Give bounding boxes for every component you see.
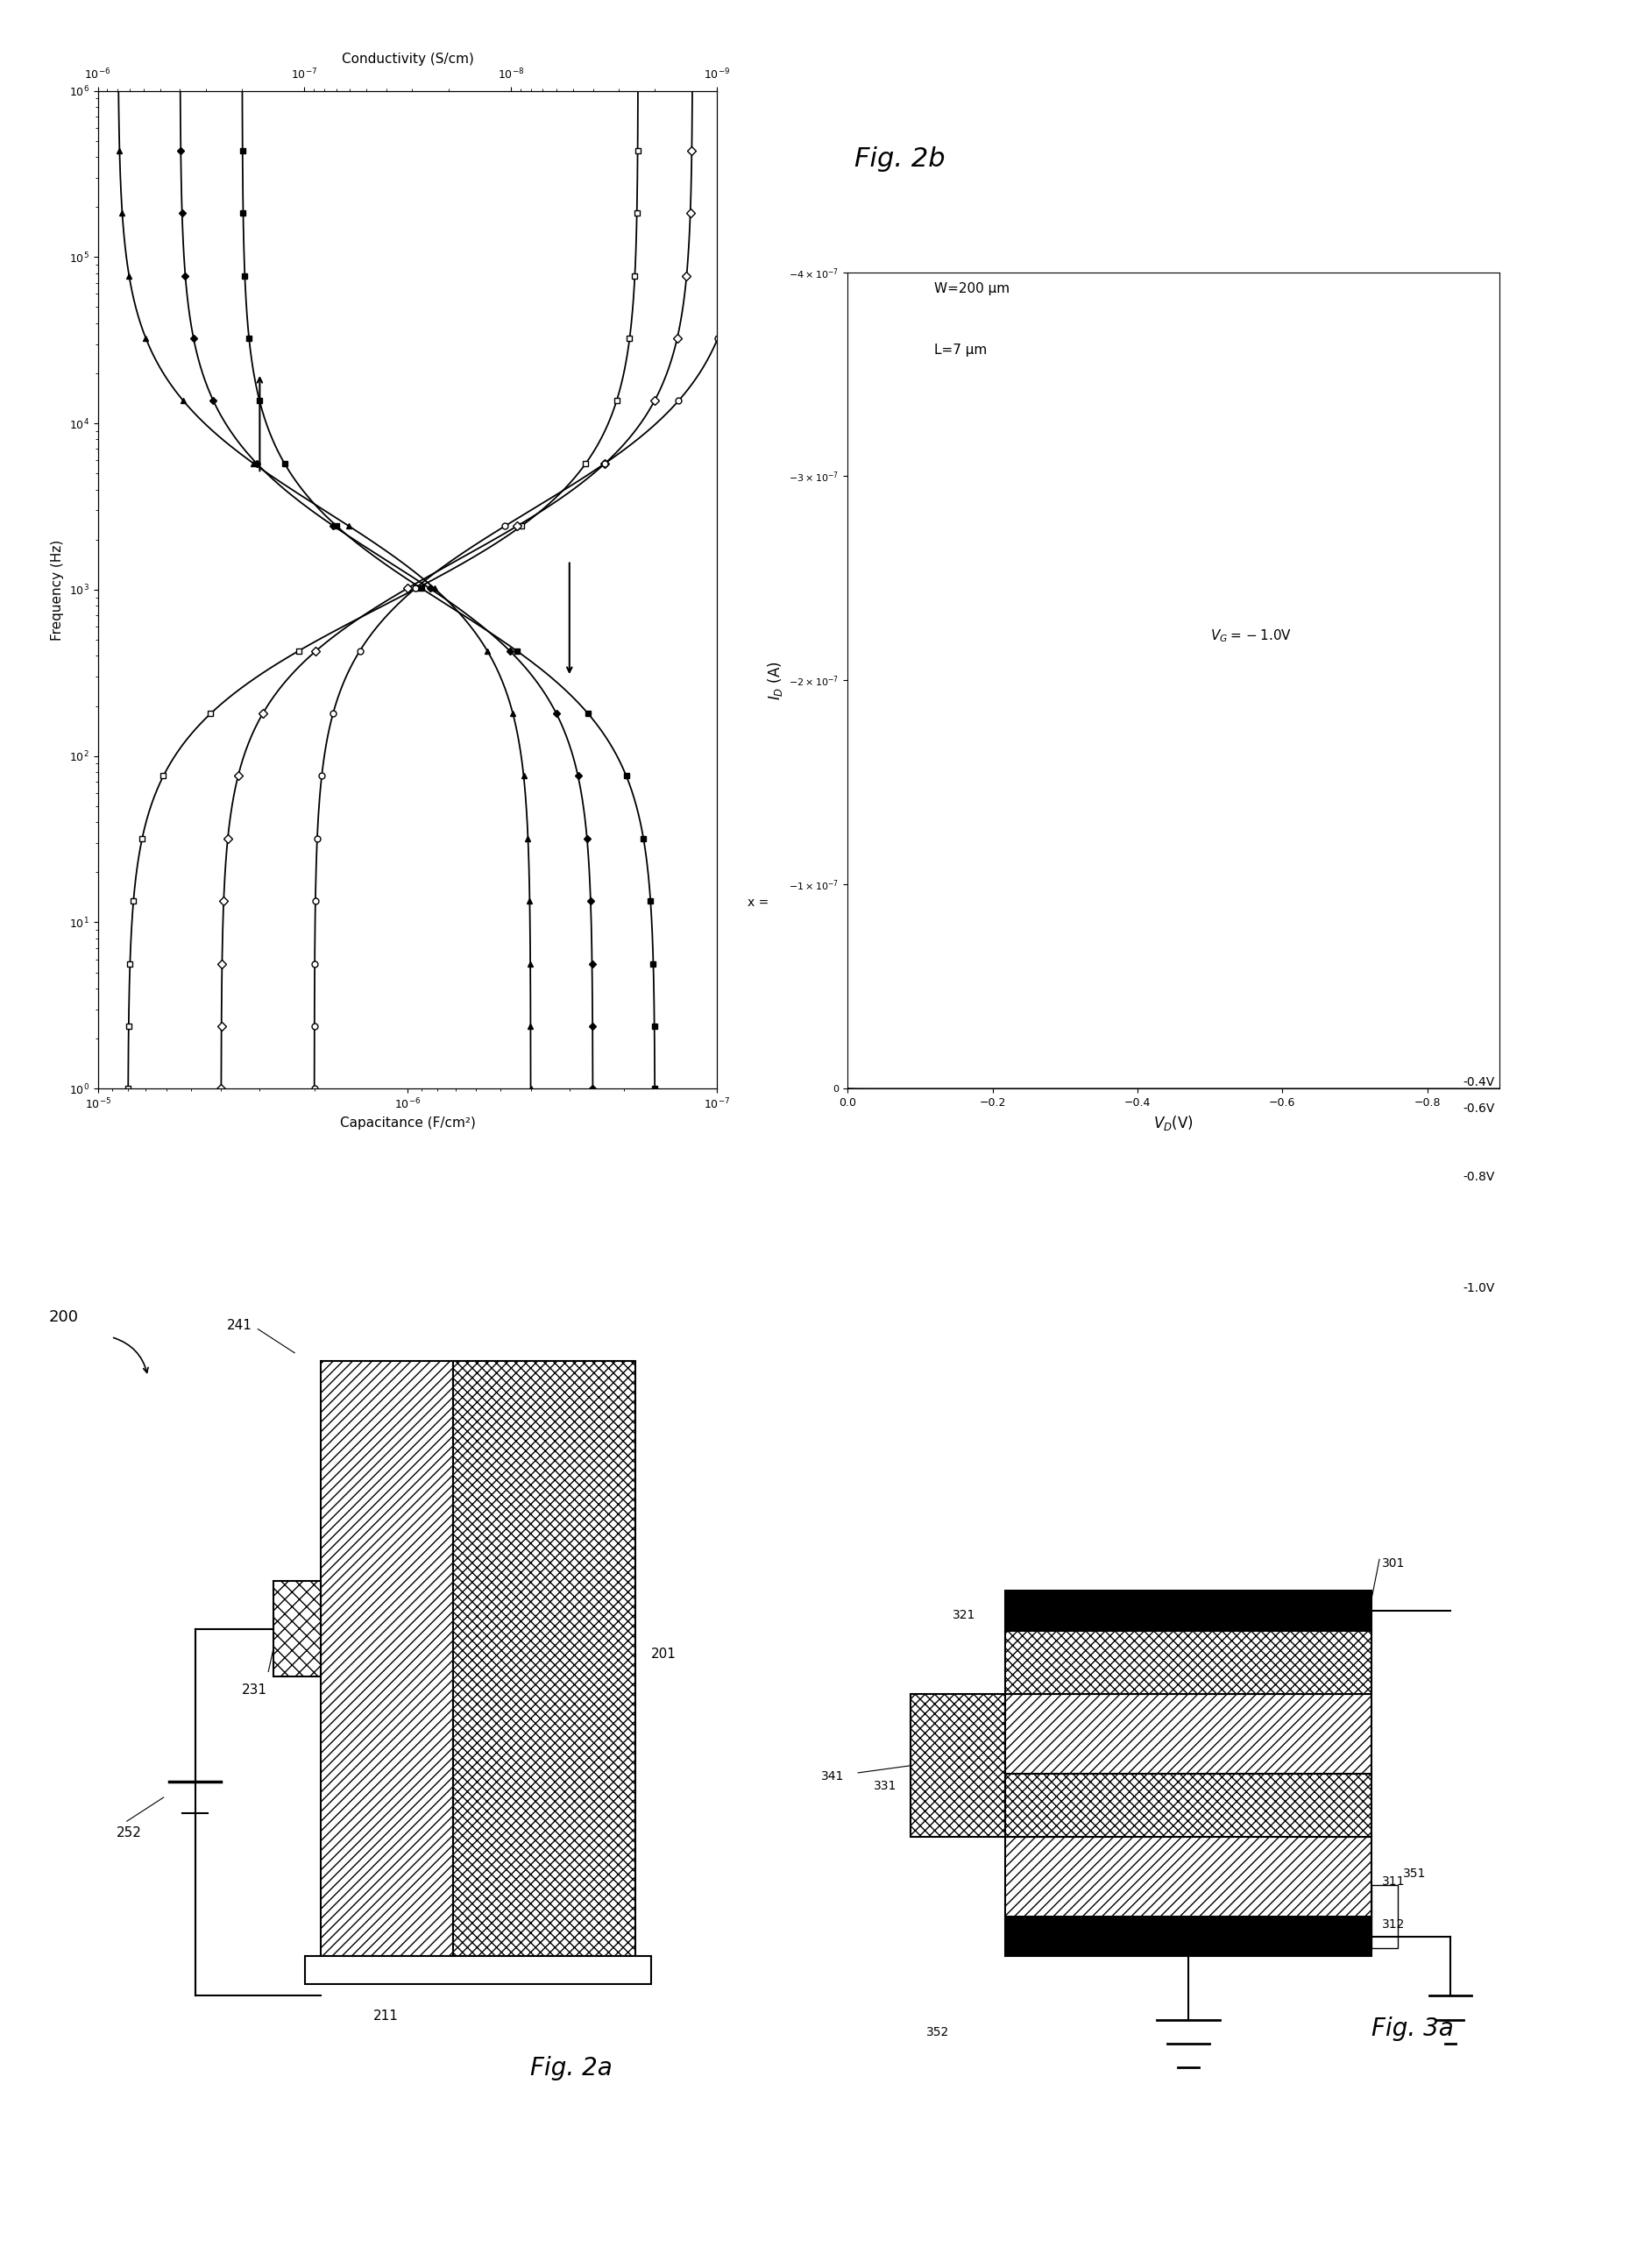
- Text: 311: 311: [1382, 1876, 1405, 1887]
- Text: W=200 μm: W=200 μm: [934, 281, 1011, 295]
- Text: 241: 241: [227, 1318, 251, 1331]
- Text: Fig. 2b: Fig. 2b: [854, 145, 945, 172]
- Text: 45nm: 45nm: [934, 1025, 965, 1036]
- Text: Fig. 2a: Fig. 2a: [530, 2055, 613, 2080]
- Bar: [1004, 1631, 1371, 1694]
- X-axis label: Capacitance (F/cm²): Capacitance (F/cm²): [339, 1116, 476, 1129]
- Text: $V_G = -1.0$V: $V_G = -1.0$V: [1209, 628, 1291, 644]
- Text: 352: 352: [926, 2025, 949, 2039]
- Bar: [321, 1361, 453, 1955]
- Text: L=7 μm: L=7 μm: [934, 342, 988, 356]
- Text: 56nm: 56nm: [934, 982, 965, 993]
- Bar: [1004, 1916, 1371, 1955]
- X-axis label: $V_D$(V): $V_D$(V): [1154, 1114, 1193, 1132]
- Text: 252: 252: [116, 1826, 142, 1839]
- Text: 73nm: 73nm: [934, 932, 965, 943]
- Text: 321: 321: [952, 1608, 975, 1622]
- Text: 201: 201: [650, 1649, 676, 1660]
- Bar: [453, 1361, 636, 1955]
- Y-axis label: Frequency (Hz): Frequency (Hz): [51, 540, 64, 640]
- Text: Fig. 3b: Fig. 3b: [1333, 962, 1425, 989]
- Text: 200: 200: [49, 1309, 78, 1325]
- Text: 351: 351: [1403, 1867, 1426, 1880]
- Text: 231: 231: [243, 1683, 267, 1696]
- Y-axis label: $I_D$ (A): $I_D$ (A): [766, 660, 784, 701]
- Bar: [274, 1581, 321, 1676]
- Text: 341: 341: [822, 1771, 844, 1783]
- Text: -0.4V: -0.4V: [1464, 1077, 1495, 1089]
- Text: 211: 211: [373, 2009, 398, 2023]
- Text: 301: 301: [1382, 1558, 1405, 1569]
- Text: 312: 312: [1382, 1919, 1405, 1930]
- Bar: [1371, 1885, 1397, 1948]
- Text: -0.8V: -0.8V: [1464, 1170, 1495, 1184]
- Bar: [1004, 1774, 1371, 1837]
- Bar: [1004, 1694, 1371, 1774]
- Bar: [1004, 1592, 1371, 1631]
- Text: -1.0V: -1.0V: [1464, 1281, 1495, 1295]
- Text: Fig. 3a: Fig. 3a: [1371, 2016, 1454, 2041]
- Text: -0.6V: -0.6V: [1464, 1102, 1495, 1114]
- X-axis label: Conductivity (S/cm): Conductivity (S/cm): [341, 52, 474, 66]
- Bar: [911, 1694, 1004, 1837]
- Text: x =: x =: [747, 896, 768, 909]
- Bar: [1004, 1837, 1371, 1916]
- Bar: [305, 1955, 650, 1984]
- Text: 331: 331: [874, 1780, 897, 1792]
